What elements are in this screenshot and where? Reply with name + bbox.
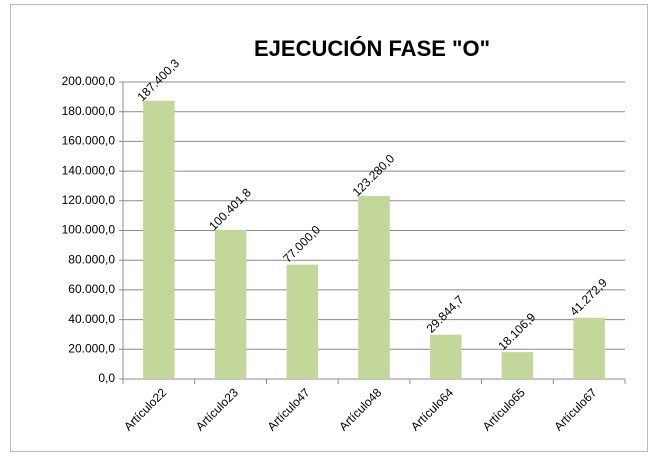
y-tick-label: 140.000,0: [62, 163, 116, 177]
chart-frame: [10, 4, 648, 452]
y-tick-label: 100.000,0: [62, 223, 116, 237]
y-tick-label: 0,0: [98, 371, 115, 385]
y-tick-label: 120.000,0: [62, 193, 116, 207]
y-tick-label: 60.000,0: [68, 282, 115, 296]
bar: [143, 100, 175, 379]
bar: [358, 195, 390, 379]
y-tick-label: 200.000,0: [62, 74, 116, 88]
y-tick-label: 80.000,0: [68, 252, 115, 266]
bar: [286, 264, 319, 379]
bar: [501, 352, 534, 379]
bar: [429, 334, 462, 379]
bar: [214, 229, 247, 379]
y-tick-label: 40.000,0: [68, 312, 115, 326]
y-tick-label: 20.000,0: [68, 341, 115, 355]
y-tick-label: 180.000,0: [62, 104, 116, 118]
y-tick-label: 160.000,0: [62, 134, 116, 148]
chart-title: EJECUCIÓN FASE "O": [254, 36, 490, 61]
bar: [573, 317, 605, 379]
